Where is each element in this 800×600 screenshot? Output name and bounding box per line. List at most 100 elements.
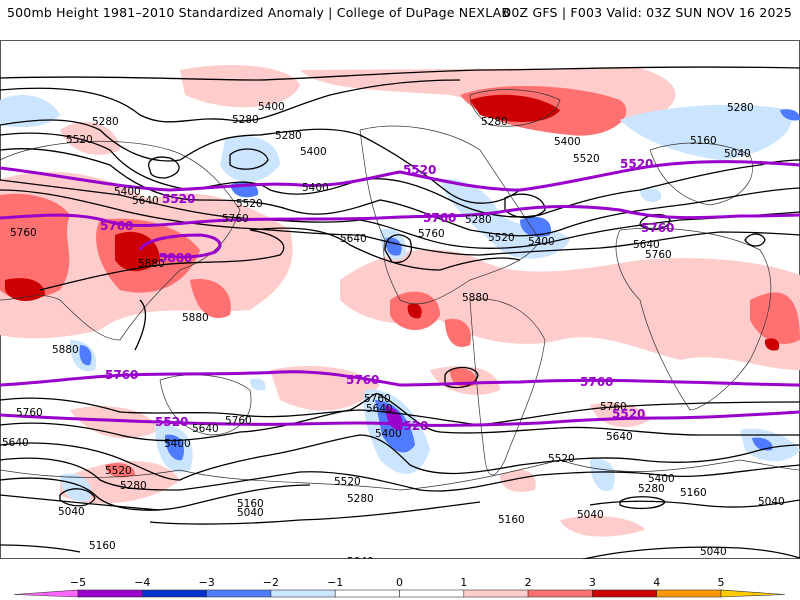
contour-label: 5160 (690, 135, 717, 147)
contour-label: 5400 (300, 146, 327, 158)
negative-anomaly-area (79, 345, 92, 366)
positive-anomaly-area (470, 94, 560, 122)
contour-label: 5760 (364, 393, 391, 405)
height-contour (619, 496, 666, 510)
legend-bin (334, 589, 400, 598)
negative-anomaly-area (250, 378, 266, 391)
height-contour (0, 477, 311, 511)
height-contour (0, 494, 161, 511)
positive-anomaly-area (407, 303, 422, 319)
legend-tick-label: 3 (589, 576, 596, 589)
height-contour (148, 156, 180, 179)
legend-tick-label: −4 (134, 576, 150, 589)
height-contour (0, 119, 521, 204)
height-contour (744, 233, 766, 247)
contour-label: 5400 (164, 438, 191, 450)
highlighted-contour-label: 5520 (395, 419, 428, 433)
contour-label: 5280 (465, 214, 492, 226)
positive-anomaly-area (500, 470, 536, 492)
positive-anomaly-area (764, 338, 780, 351)
legend-bin (463, 589, 529, 598)
highlighted-contour-label: 5520 (620, 157, 653, 171)
highlighted-contours (0, 160, 800, 427)
highlighted-contour-label: 5760 (580, 375, 613, 389)
legend-bin (656, 589, 722, 598)
legend-bin (77, 589, 143, 598)
contour-label: 5760 (16, 407, 43, 419)
height-contour (0, 179, 800, 249)
highlighted-contour-label: 5520 (403, 163, 436, 177)
contour-label: 5040 (237, 507, 264, 519)
contour-label: 5760 (645, 249, 672, 261)
height-contours (0, 66, 800, 559)
contour-label: 5400 (114, 186, 141, 198)
contour-label: 5880 (182, 312, 209, 324)
highlighted-contour-label: 5760 (100, 219, 133, 233)
height-contour (134, 299, 147, 351)
contour-label: 5760 (225, 415, 252, 427)
contour-label: 5400 (648, 473, 675, 485)
contour-label: 5280 (727, 102, 754, 114)
height-contour (0, 457, 800, 492)
positive-anomaly-area (190, 279, 231, 319)
contour-5520-south (0, 410, 800, 427)
positive-anomaly-area (340, 249, 800, 370)
model-run-valid-time: 00Z GFS | F003 Valid: 03Z SUN NOV 16 202… (503, 5, 792, 20)
legend-tick-label: 4 (653, 576, 660, 589)
height-contour (0, 393, 800, 442)
legend-tick-label: −5 (70, 576, 86, 589)
contour-label: 5400 (554, 136, 581, 148)
negative-anomaly-area (780, 109, 800, 121)
contour-label: 5040 (758, 496, 785, 508)
contour-5520-north (0, 160, 800, 192)
contour-labels: 5400 5280 5280 5520 5280 5400 5400 5640 … (2, 101, 785, 559)
contour-label: 5880 (462, 292, 489, 304)
contour-label: 5640 (340, 233, 367, 245)
positive-anomaly-area (445, 318, 471, 348)
highlighted-contour-label: 5520 (155, 415, 188, 429)
color-legend: −5 −4 −3 −2 −1 0 1 2 3 4 5 (13, 576, 786, 598)
legend-tick-label: 1 (460, 576, 467, 589)
coastline-europe (649, 142, 753, 206)
height-contour (0, 148, 800, 237)
legend-bin (206, 589, 272, 598)
legend-bin-max (720, 589, 786, 598)
legend-bin-min (13, 589, 79, 598)
contour-label: 5280 (120, 480, 147, 492)
contour-5880-loop (138, 233, 222, 259)
legend-tick-label: 5 (718, 576, 725, 589)
height-contour (0, 189, 800, 256)
contour-label: 5520 (488, 232, 515, 244)
legend-bin (270, 589, 336, 598)
contour-label: 5160 (498, 514, 525, 526)
map-title: 500mb Height 1981–2010 Standardized Anom… (7, 5, 511, 20)
contour-label: 5400 (375, 428, 402, 440)
highlighted-contour-label: 5760 (423, 211, 456, 225)
highlighted-contour-label: 5760 (105, 368, 138, 382)
coastline-greenland (469, 89, 561, 127)
legend-bin (527, 589, 593, 598)
contour-label: 5280 (92, 116, 119, 128)
contour-label: 5520 (66, 134, 93, 146)
legend-tick-label: 2 (525, 576, 532, 589)
contour-label: 5040 (58, 506, 85, 518)
contour-label: 5520 (334, 476, 361, 488)
height-contour (504, 193, 546, 219)
contour-label: 5520 (236, 198, 263, 210)
contour-label: 5160 (237, 498, 264, 510)
legend-tick-label: −1 (327, 576, 343, 589)
coastline-north-america (359, 125, 541, 305)
anomaly-map: 5400 5280 5280 5520 5280 5400 5400 5640 … (0, 40, 800, 559)
height-contour (0, 132, 800, 218)
coastlines (0, 89, 800, 491)
highlighted-contour-label: 5520 (162, 192, 195, 206)
height-contour (0, 544, 81, 553)
contour-label: 5160 (680, 487, 707, 499)
contour-label: 5040 (700, 546, 727, 558)
coastline-south-america (469, 298, 546, 476)
contour-label: 5280 (481, 116, 508, 128)
contour-label: 5400 (258, 101, 285, 113)
positive-anomaly-area (180, 65, 300, 108)
contour-label: 5640 (192, 423, 219, 435)
contour-5760-south (0, 370, 800, 387)
